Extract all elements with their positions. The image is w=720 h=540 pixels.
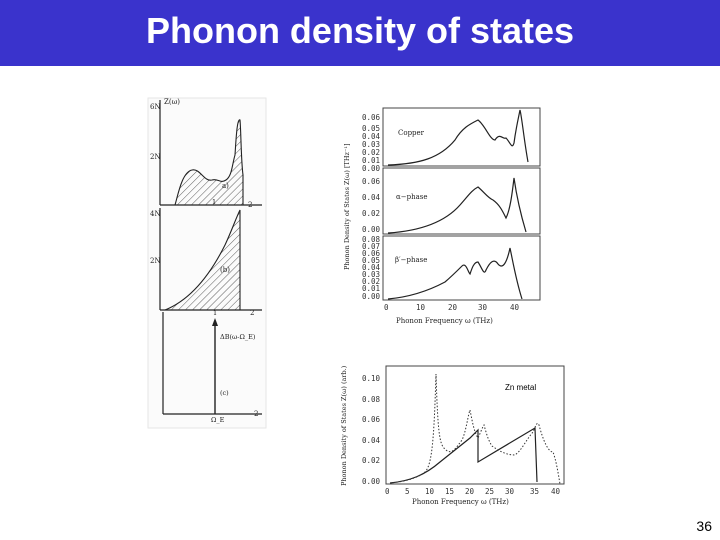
bottom-y-axis-label: Phonon Density of States Z(ω) (arb.) xyxy=(340,365,348,486)
left-panel-c: ΔB(ω-Ω_E) (c) Ω_E 2 xyxy=(162,312,262,424)
top-x-tick-0: 0 xyxy=(384,303,389,312)
beta-y-tick-2: 0.06 xyxy=(362,249,381,258)
copper-y-tick-2: 0.04 xyxy=(362,132,381,141)
top-x-tick-3: 30 xyxy=(478,303,488,312)
top-x-tick-2: 20 xyxy=(448,303,458,312)
beta-dos-curve xyxy=(387,247,523,300)
copper-dos-curve xyxy=(387,109,529,166)
alpha-dos-curve xyxy=(387,177,527,234)
beta-frame xyxy=(382,235,541,301)
zn-frame xyxy=(385,365,565,485)
panel-c-label: (c) xyxy=(220,389,229,397)
alpha-frame xyxy=(382,167,541,235)
zn-x-tick-3: 15 xyxy=(445,487,454,496)
copper-label: Copper xyxy=(398,129,425,137)
panel-b-label: (b) xyxy=(220,266,230,274)
beta-y-tick-7: 0.01 xyxy=(362,284,380,293)
panel-b-y-mid-tick: 2N xyxy=(150,257,161,265)
title-bar xyxy=(0,0,720,66)
alpha-phase-panel: α−phase 0.06 0.04 0.02 0.00 xyxy=(362,167,541,235)
beta-y-tick-1: 0.07 xyxy=(362,242,380,251)
top-x-tick-1: 10 xyxy=(416,303,426,312)
copper-y-tick-5: 0.01 xyxy=(362,156,380,165)
alpha-y-tick-0: 0.06 xyxy=(362,177,381,186)
alpha-y-tick-1: 0.04 xyxy=(362,193,381,202)
panel-c-arrow-head xyxy=(212,318,218,326)
copper-y-tick-1: 0.05 xyxy=(362,124,380,133)
zn-x-tick-7: 35 xyxy=(530,487,539,496)
beta-y-tick-5: 0.03 xyxy=(362,270,380,279)
beta-y-tick-0: 0.08 xyxy=(362,235,381,244)
panel-a-label: a) xyxy=(222,182,229,190)
zn-y-tick-2: 0.06 xyxy=(362,415,381,424)
panel-a-y-axis-label: Z(ω) xyxy=(164,98,180,106)
zn-solid-curve xyxy=(389,426,538,484)
zn-dotted-curve xyxy=(389,373,561,485)
zn-y-tick-4: 0.02 xyxy=(362,456,380,465)
top-x-tick-4: 40 xyxy=(510,303,520,312)
beta-label: β′−phase xyxy=(395,256,427,264)
alpha-y-tick-2: 0.02 xyxy=(362,209,380,218)
zn-y-tick-1: 0.08 xyxy=(362,395,381,404)
panel-a-x-tick-2: 2 xyxy=(248,201,252,209)
beta-y-tick-6: 0.02 xyxy=(362,277,380,286)
zn-x-tick-1: 5 xyxy=(405,487,410,496)
panel-c-delta-label: ΔB(ω-Ω_E) xyxy=(220,333,256,341)
copper-y-tick-4: 0.02 xyxy=(362,148,380,157)
right-bottom-figure: Phonon Density of States Z(ω) (arb.) 0.1… xyxy=(340,365,565,506)
panel-b-dos-curve xyxy=(164,209,241,311)
panel-b-x-tick-2: 2 xyxy=(250,309,254,317)
right-top-y-axis-label: Phonon Density of States Z(ω) [THz⁻¹] xyxy=(343,143,351,270)
zn-annotation: Zn metal xyxy=(505,383,536,392)
panel-b-x-tick-1: 1 xyxy=(213,309,217,317)
zn-x-tick-8: 40 xyxy=(551,487,561,496)
left-panel-a: 6N Z(ω) 2N a) 1 2 xyxy=(150,98,262,209)
panel-a-x-tick-1: 1 xyxy=(212,198,216,206)
left-panel-b: 4N 2N (b) 1 2 xyxy=(150,208,262,317)
zn-y-tick-0: 0.10 xyxy=(362,374,381,383)
zn-x-tick-2: 10 xyxy=(425,487,435,496)
top-x-axis-label: Phonon Frequency ω (THz) xyxy=(396,317,493,325)
left-figure: 6N Z(ω) 2N a) 1 2 4N 2N (b) 1 2 ΔB(ω-Ω_E… xyxy=(147,97,267,429)
zn-x-tick-4: 20 xyxy=(465,487,475,496)
panel-a-y-mid-tick: 2N xyxy=(150,153,161,161)
zn-y-tick-3: 0.04 xyxy=(362,436,381,445)
alpha-y-tick-3: 0.00 xyxy=(362,225,381,234)
zn-x-axis-label: Phonon Frequency ω (THz) xyxy=(412,498,509,506)
zn-x-tick-6: 30 xyxy=(505,487,515,496)
copper-y-tick-6: 0.00 xyxy=(362,164,381,173)
slide-title: Phonon density of states xyxy=(145,10,575,51)
copper-y-tick-3: 0.03 xyxy=(362,140,380,149)
zn-y-tick-5: 0.00 xyxy=(362,477,381,486)
beta-phase-panel: β′−phase 0.08 0.07 0.06 0.05 0.04 0.03 0… xyxy=(362,235,541,301)
panel-b-y-top-tick: 4N xyxy=(150,210,161,218)
copper-y-tick-0: 0.06 xyxy=(362,113,381,122)
copper-panel: Copper 0.06 0.05 0.04 0.03 0.02 0.01 0.0… xyxy=(362,107,541,173)
zn-x-tick-5: 25 xyxy=(485,487,494,496)
beta-y-tick-3: 0.05 xyxy=(362,256,380,265)
slide-number: 36 xyxy=(696,518,712,534)
right-top-figure: Phonon Density of States Z(ω) [THz⁻¹] Co… xyxy=(343,107,541,325)
zn-x-tick-0: 0 xyxy=(385,487,390,496)
copper-frame xyxy=(382,107,541,167)
beta-y-tick-4: 0.04 xyxy=(362,263,381,272)
panel-a-y-top-tick: 6N xyxy=(150,103,161,111)
beta-y-tick-8: 0.00 xyxy=(362,292,381,301)
panel-c-x-tick-e: Ω_E xyxy=(211,416,225,424)
panel-c-x-tick-2: 2 xyxy=(254,410,258,418)
left-scan-background xyxy=(147,97,267,429)
panel-a-dos-curve xyxy=(174,119,244,206)
alpha-label: α−phase xyxy=(396,193,428,201)
